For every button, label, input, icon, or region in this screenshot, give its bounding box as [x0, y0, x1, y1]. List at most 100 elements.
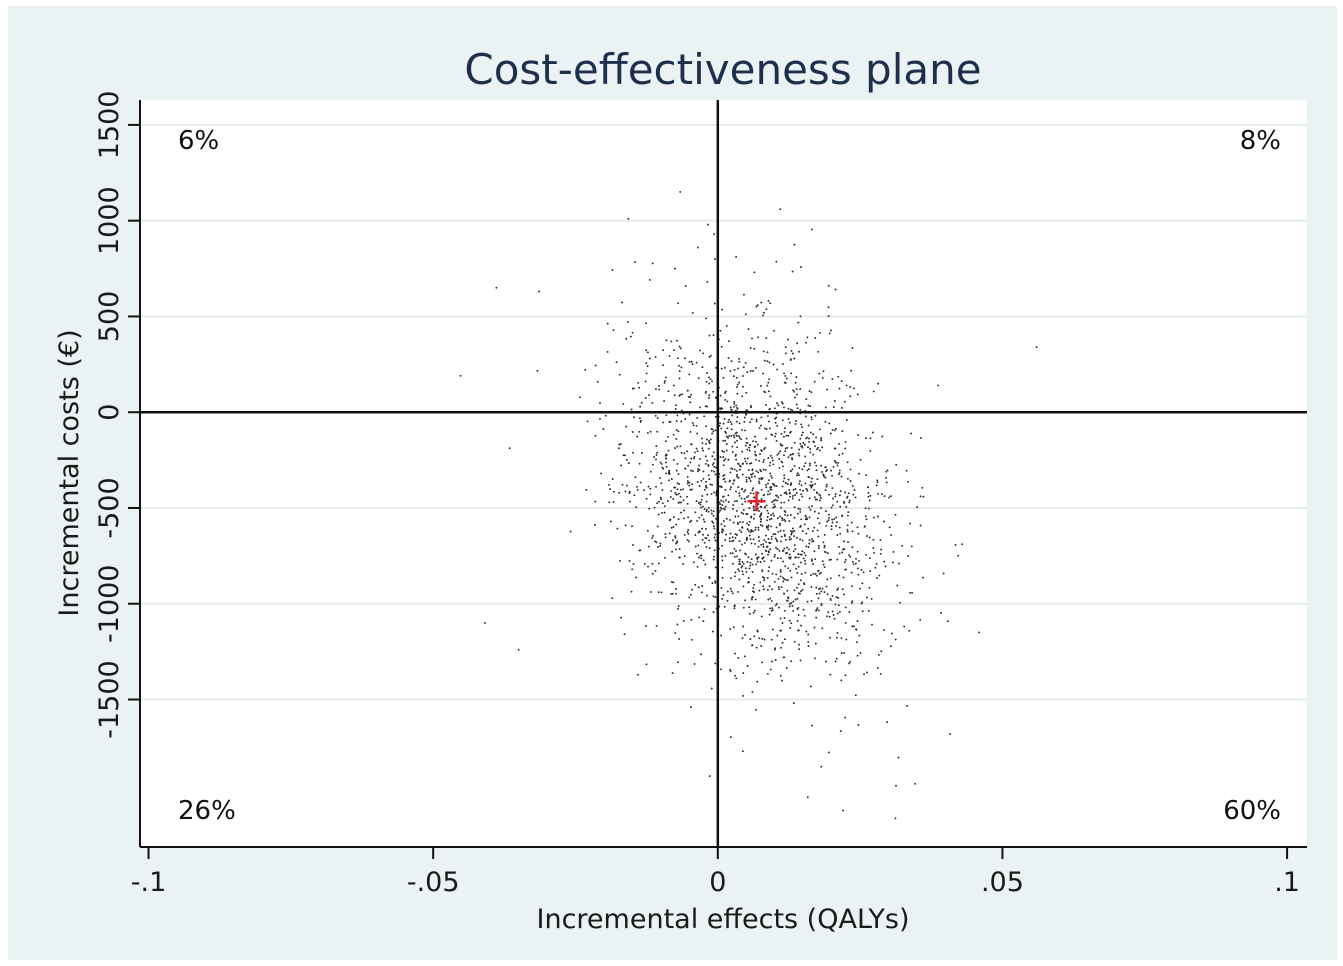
data-point — [865, 671, 868, 674]
data-point — [753, 635, 756, 638]
data-point — [699, 503, 702, 506]
data-point — [714, 415, 717, 418]
data-point — [859, 458, 862, 461]
data-point — [799, 266, 802, 268]
data-point — [762, 372, 764, 375]
data-point — [775, 603, 778, 605]
data-point — [624, 524, 627, 527]
chart-title: Cost-effectiveness plane — [464, 45, 981, 94]
data-point — [800, 573, 803, 576]
data-point — [826, 593, 829, 596]
data-point — [806, 796, 809, 799]
data-point — [795, 393, 798, 396]
data-point — [820, 464, 823, 467]
data-point — [744, 457, 746, 460]
data-point — [789, 627, 792, 629]
data-point — [803, 523, 806, 526]
data-point — [719, 506, 722, 509]
data-point — [817, 350, 820, 353]
data-point — [585, 488, 588, 491]
data-point — [724, 439, 727, 442]
data-point — [649, 470, 652, 473]
data-point — [760, 416, 763, 419]
data-point — [791, 605, 794, 607]
data-point — [814, 445, 816, 448]
data-point — [696, 552, 699, 555]
data-point — [735, 490, 737, 493]
data-point — [799, 659, 802, 662]
data-point — [667, 435, 669, 438]
data-point — [594, 434, 597, 437]
data-point — [714, 473, 717, 476]
data-point — [778, 524, 781, 527]
y-axis-label: Incremental costs (€) — [54, 329, 85, 616]
data-point — [782, 435, 785, 438]
data-point — [729, 736, 732, 739]
data-point — [778, 458, 781, 460]
data-point — [702, 477, 705, 480]
data-point — [734, 515, 737, 518]
data-point — [640, 452, 643, 454]
data-point — [845, 638, 848, 641]
data-point — [714, 662, 717, 665]
data-point — [779, 208, 782, 211]
data-point — [748, 606, 751, 609]
data-point — [655, 454, 658, 456]
data-point — [843, 502, 846, 504]
data-point — [804, 562, 807, 565]
data-point — [705, 380, 708, 383]
data-point — [807, 404, 810, 407]
data-point — [771, 434, 774, 436]
data-point — [854, 694, 857, 697]
data-point — [790, 533, 793, 536]
data-point — [751, 489, 754, 492]
data-point — [709, 354, 712, 357]
data-point — [894, 513, 897, 516]
data-point — [815, 436, 818, 439]
data-point — [799, 388, 802, 391]
data-point — [853, 625, 855, 628]
data-point — [812, 572, 815, 575]
data-point — [857, 532, 860, 535]
data-point — [821, 627, 824, 630]
data-point — [835, 657, 838, 660]
data-point — [736, 386, 739, 389]
data-point — [723, 459, 725, 462]
data-point — [761, 661, 764, 664]
data-point — [774, 659, 777, 661]
data-point — [817, 446, 820, 449]
data-point — [879, 539, 882, 541]
data-point — [839, 730, 842, 732]
data-point — [713, 458, 716, 461]
y-tick-label: -1500 — [94, 660, 125, 738]
data-point — [715, 517, 717, 520]
data-point — [828, 558, 831, 561]
data-point — [793, 464, 796, 467]
data-point — [648, 394, 651, 396]
data-point — [830, 525, 833, 528]
data-point — [768, 479, 771, 482]
data-point — [841, 406, 843, 409]
data-point — [793, 544, 796, 547]
data-point — [843, 652, 846, 654]
data-point — [661, 511, 663, 514]
data-point — [690, 618, 693, 621]
data-point — [810, 586, 813, 588]
data-point — [796, 608, 799, 611]
tick-marks — [128, 123, 1289, 859]
data-point — [774, 435, 777, 438]
data-point — [764, 446, 767, 449]
data-point — [660, 591, 663, 594]
data-point — [771, 572, 774, 575]
data-point — [773, 580, 776, 583]
data-point — [742, 606, 745, 609]
data-point — [797, 474, 800, 477]
data-point — [886, 721, 889, 724]
data-point — [745, 462, 748, 465]
data-point — [713, 302, 716, 305]
data-point — [713, 491, 715, 494]
data-point — [776, 424, 779, 427]
data-point — [747, 494, 750, 497]
data-point — [798, 448, 801, 451]
data-point — [856, 654, 859, 657]
